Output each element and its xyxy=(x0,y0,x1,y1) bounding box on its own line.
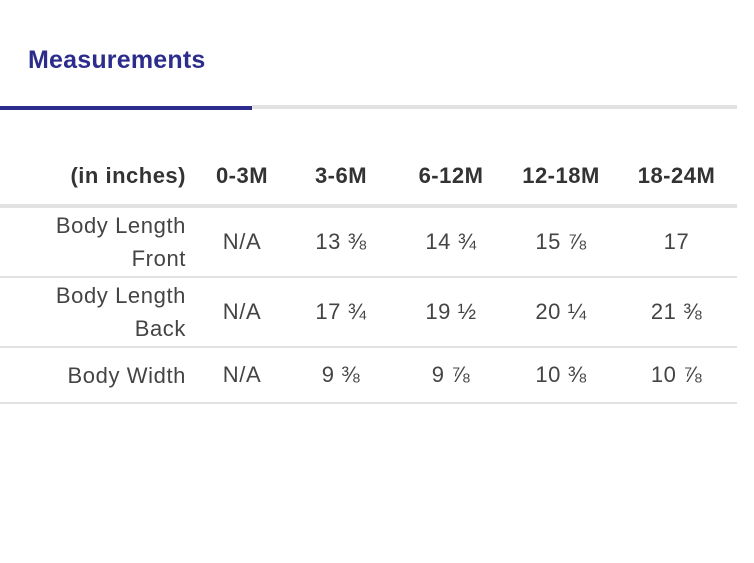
table-cell: 10 ⅞ xyxy=(616,347,737,404)
table-cell: 20 ¼ xyxy=(506,277,616,348)
measurements-table: (in inches) 0-3M 3-6M 6-12M 12-18M 18-24… xyxy=(0,148,737,404)
table-row: Body Width N/A 9 ⅜ 9 ⅞ 10 ⅜ 10 ⅞ xyxy=(0,347,737,404)
table-cell: 21 ⅜ xyxy=(616,277,737,348)
table-row: Body Length Back N/A 17 ¾ 19 ½ 20 ¼ 21 ⅜ xyxy=(0,277,737,348)
row-label-body-width: Body Width xyxy=(0,347,198,404)
column-header-units: (in inches) xyxy=(0,148,198,208)
table-cell: 19 ½ xyxy=(396,277,506,348)
table-cell: 9 ⅜ xyxy=(286,347,396,404)
table-cell: N/A xyxy=(198,277,286,348)
tab-bar-divider xyxy=(252,105,737,109)
table-cell: N/A xyxy=(198,347,286,404)
row-label-body-length-front: Body Length Front xyxy=(0,206,198,278)
table-cell: 9 ⅞ xyxy=(396,347,506,404)
table-cell: 15 ⅞ xyxy=(506,206,616,278)
table-cell: N/A xyxy=(198,206,286,278)
table-cell: 13 ⅜ xyxy=(286,206,396,278)
table-cell: 14 ¾ xyxy=(396,206,506,278)
table-row: Body Length Front N/A 13 ⅜ 14 ¾ 15 ⅞ 17 xyxy=(0,206,737,278)
table-cell: 10 ⅜ xyxy=(506,347,616,404)
column-header-6-12m: 6-12M xyxy=(396,148,506,208)
column-header-3-6m: 3-6M xyxy=(286,148,396,208)
table-cell: 17 ¾ xyxy=(286,277,396,348)
tab-measurements[interactable]: Measurements xyxy=(0,0,252,110)
tab-bar: Measurements xyxy=(0,0,737,110)
table-header-row: (in inches) 0-3M 3-6M 6-12M 12-18M 18-24… xyxy=(0,148,737,208)
column-header-18-24m: 18-24M xyxy=(616,148,737,208)
tab-measurements-label: Measurements xyxy=(28,46,206,74)
column-header-12-18m: 12-18M xyxy=(506,148,616,208)
row-label-body-length-back: Body Length Back xyxy=(0,277,198,348)
table-cell: 17 xyxy=(616,206,737,278)
column-header-0-3m: 0-3M xyxy=(198,148,286,208)
